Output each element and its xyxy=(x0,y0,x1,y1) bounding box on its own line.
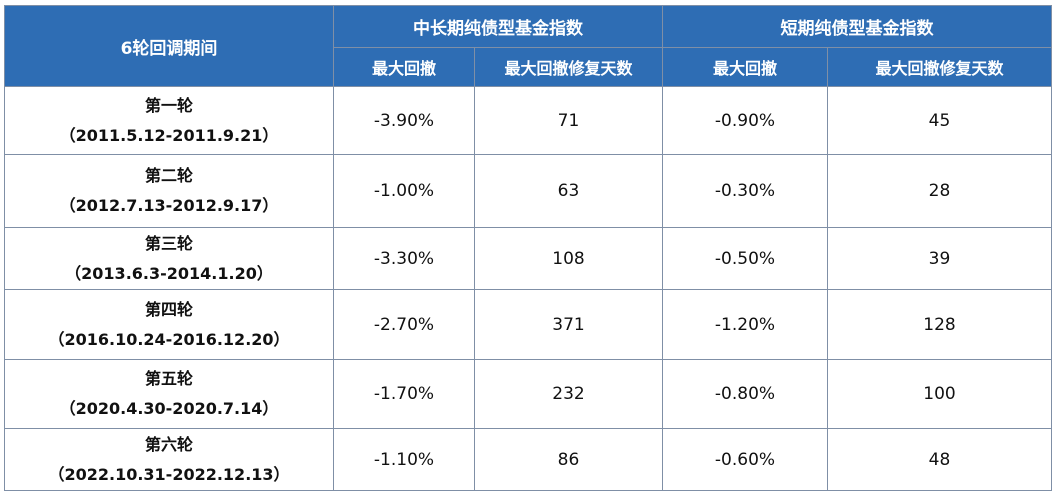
mid-days-cell: 371 xyxy=(474,289,663,360)
short-drawdown-cell: -0.60% xyxy=(662,428,828,491)
date-range: （2013.6.3-2014.1.20） xyxy=(65,263,273,283)
date-range: （2011.5.12-2011.9.21） xyxy=(59,125,279,145)
short-days-cell: 39 xyxy=(827,227,1052,290)
round-label: 第五轮 xyxy=(144,369,193,388)
mid-days-cell: 71 xyxy=(474,86,663,155)
short-drawdown-cell: -0.90% xyxy=(662,86,828,155)
group-header-short: 短期纯债型基金指数 xyxy=(662,5,1052,48)
short-days-cell: 45 xyxy=(827,86,1052,155)
mid-days-cell: 232 xyxy=(474,359,663,429)
period-cell: 第五轮 （2020.4.30-2020.7.14） xyxy=(4,359,334,429)
table-row: 第三轮 （2013.6.3-2014.1.20） -3.30% 108 -0.5… xyxy=(4,227,1052,290)
sub-header-short-drawdown: 最大回撤 xyxy=(662,47,828,87)
table-row: 第六轮 （2022.10.31-2022.12.13） -1.10% 86 -0… xyxy=(4,428,1052,491)
mid-days-cell: 86 xyxy=(474,428,663,491)
round-label: 第三轮 xyxy=(144,233,193,253)
short-drawdown-cell: -0.50% xyxy=(662,227,828,290)
period-cell: 第四轮 （2016.10.24-2016.12.20） xyxy=(4,289,334,360)
date-range: （2012.7.13-2012.9.17） xyxy=(59,196,279,215)
date-range: （2020.4.30-2020.7.14） xyxy=(59,399,279,418)
sub-header-short-days: 最大回撤修复天数 xyxy=(827,47,1052,87)
header-row-subs: 最大回撤 最大回撤修复天数 最大回撤 最大回撤修复天数 xyxy=(5,47,1052,87)
short-days-cell: 128 xyxy=(827,289,1052,360)
period-cell: 第一轮 （2011.5.12-2011.9.21） xyxy=(4,86,334,155)
mid-days-cell: 63 xyxy=(474,154,663,228)
drawdown-table: 6轮回调期间 中长期纯债型基金指数 短期纯债型基金指数 最大回撤 最大回撤修复天… xyxy=(4,5,1052,491)
group-header-mid-long: 中长期纯债型基金指数 xyxy=(333,5,663,48)
top-strip xyxy=(0,0,1054,5)
period-cell: 第三轮 （2013.6.3-2014.1.20） xyxy=(4,227,334,290)
round-label: 第一轮 xyxy=(144,95,193,115)
table-row: 第四轮 （2016.10.24-2016.12.20） -2.70% 371 -… xyxy=(4,289,1052,360)
mid-drawdown-cell: -1.70% xyxy=(333,359,475,429)
sub-header-mid-days: 最大回撤修复天数 xyxy=(474,47,663,87)
round-label: 第六轮 xyxy=(144,434,193,454)
short-days-cell: 100 xyxy=(827,359,1052,429)
date-range: （2016.10.24-2016.12.20） xyxy=(48,329,290,349)
mid-days-cell: 108 xyxy=(474,227,663,290)
table-row: 第五轮 （2020.4.30-2020.7.14） -1.70% 232 -0.… xyxy=(4,359,1052,429)
round-label: 第二轮 xyxy=(144,166,193,185)
header-row-groups: 6轮回调期间 中长期纯债型基金指数 短期纯债型基金指数 xyxy=(4,5,1052,87)
period-cell: 第六轮 （2022.10.31-2022.12.13） xyxy=(4,428,334,491)
mid-drawdown-cell: -3.90% xyxy=(333,86,475,155)
mid-drawdown-cell: -1.10% xyxy=(333,428,475,491)
table-row: 第二轮 （2012.7.13-2012.9.17） -1.00% 63 -0.3… xyxy=(4,154,1052,228)
mid-drawdown-cell: -3.30% xyxy=(333,227,475,290)
short-drawdown-cell: -0.80% xyxy=(662,359,828,429)
date-range: （2022.10.31-2022.12.13） xyxy=(48,464,290,484)
short-days-cell: 28 xyxy=(827,154,1052,228)
short-drawdown-cell: -0.30% xyxy=(662,154,828,228)
short-drawdown-cell: -1.20% xyxy=(662,289,828,360)
round-label: 第四轮 xyxy=(144,299,193,319)
table-row: 第一轮 （2011.5.12-2011.9.21） -3.90% 71 -0.9… xyxy=(4,86,1052,155)
short-days-cell: 48 xyxy=(827,428,1052,491)
sub-header-mid-drawdown: 最大回撤 xyxy=(333,47,475,87)
mid-drawdown-cell: -1.00% xyxy=(333,154,475,228)
mid-drawdown-cell: -2.70% xyxy=(333,289,475,360)
period-header: 6轮回调期间 xyxy=(4,5,334,87)
period-cell: 第二轮 （2012.7.13-2012.9.17） xyxy=(4,154,334,228)
